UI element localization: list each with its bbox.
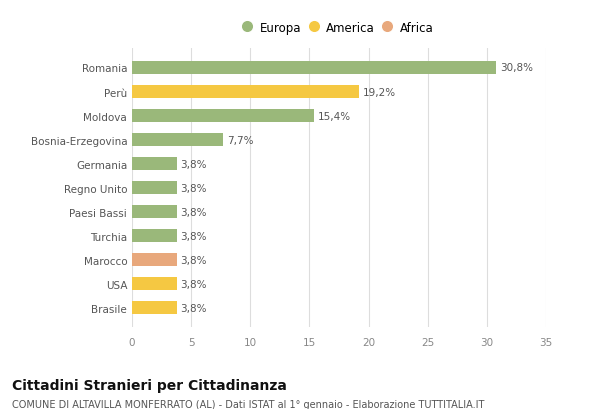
Bar <box>132 134 223 147</box>
Text: 3,8%: 3,8% <box>181 279 207 289</box>
Text: 7,7%: 7,7% <box>227 135 253 145</box>
Text: 3,8%: 3,8% <box>181 255 207 265</box>
Bar <box>132 86 359 99</box>
Bar <box>132 110 314 123</box>
Bar <box>132 254 177 267</box>
Text: 30,8%: 30,8% <box>500 63 533 73</box>
Bar <box>132 205 177 219</box>
Legend: Europa, America, Africa: Europa, America, Africa <box>245 22 433 35</box>
Text: 3,8%: 3,8% <box>181 159 207 169</box>
Text: 3,8%: 3,8% <box>181 207 207 217</box>
Text: COMUNE DI ALTAVILLA MONFERRATO (AL) - Dati ISTAT al 1° gennaio - Elaborazione TU: COMUNE DI ALTAVILLA MONFERRATO (AL) - Da… <box>12 399 484 409</box>
Bar <box>132 229 177 243</box>
Text: Cittadini Stranieri per Cittadinanza: Cittadini Stranieri per Cittadinanza <box>12 378 287 392</box>
Bar <box>132 277 177 290</box>
Bar <box>132 182 177 195</box>
Text: 3,8%: 3,8% <box>181 303 207 313</box>
Text: 19,2%: 19,2% <box>362 87 396 97</box>
Text: 3,8%: 3,8% <box>181 231 207 241</box>
Bar <box>132 62 496 75</box>
Text: 3,8%: 3,8% <box>181 183 207 193</box>
Bar <box>132 301 177 315</box>
Text: 15,4%: 15,4% <box>318 111 351 121</box>
Bar <box>132 157 177 171</box>
